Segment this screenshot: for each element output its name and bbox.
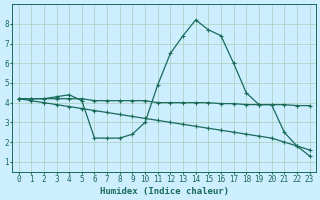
X-axis label: Humidex (Indice chaleur): Humidex (Indice chaleur) — [100, 187, 228, 196]
